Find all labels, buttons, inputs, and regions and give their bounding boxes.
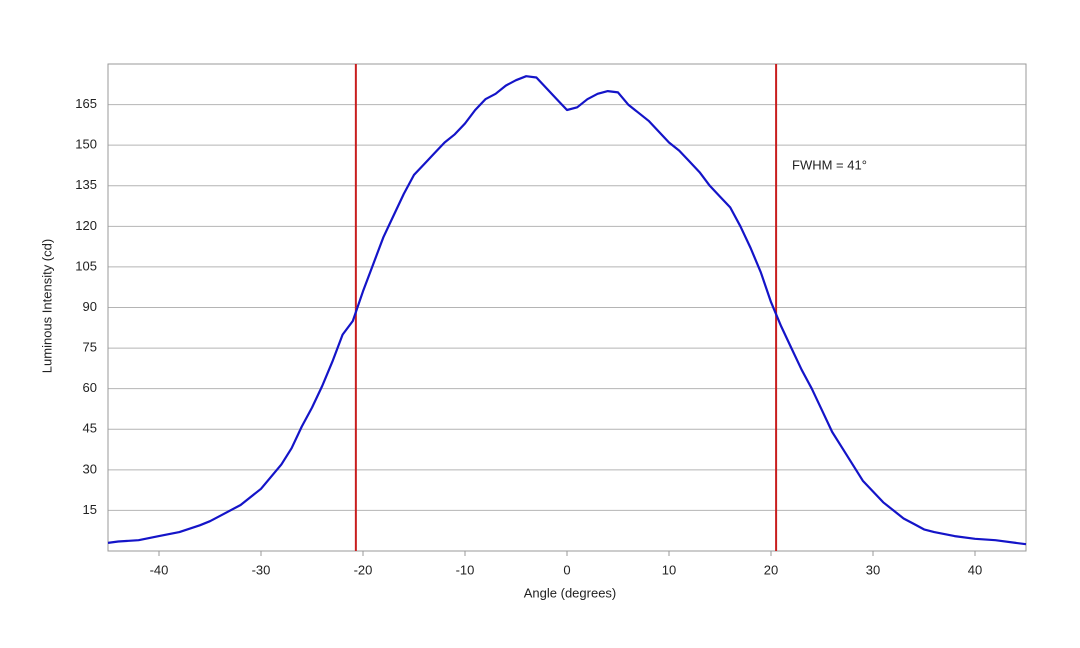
x-tick-label: -30 xyxy=(252,562,271,577)
x-tick-label: 10 xyxy=(662,562,676,577)
y-tick-label: 105 xyxy=(75,258,97,273)
y-tick-label: 60 xyxy=(83,380,97,395)
x-tick-label: 20 xyxy=(764,562,778,577)
y-tick-label: 120 xyxy=(75,218,97,233)
x-tick-label: 40 xyxy=(968,562,982,577)
y-tick-label: 165 xyxy=(75,96,97,111)
x-tick-label: 0 xyxy=(563,562,570,577)
y-tick-label: 75 xyxy=(83,340,97,355)
x-tick-label: -10 xyxy=(456,562,475,577)
x-tick-label: 30 xyxy=(866,562,880,577)
x-axis-title: Angle (degrees) xyxy=(524,585,617,600)
y-tick-label: 30 xyxy=(83,461,97,476)
y-tick-label: 150 xyxy=(75,137,97,152)
x-tick-label: -40 xyxy=(150,562,169,577)
intensity-line xyxy=(107,75,1027,546)
y-tick-label: 15 xyxy=(83,502,97,517)
annotation: FWHM = 41° xyxy=(792,157,867,172)
y-tick-label: 90 xyxy=(83,299,97,314)
y-tick-label: 45 xyxy=(83,421,97,436)
x-tick-label: -20 xyxy=(354,562,373,577)
y-tick-label: 135 xyxy=(75,177,97,192)
y-axis-title: Luminous Intensity (cd) xyxy=(39,239,54,373)
